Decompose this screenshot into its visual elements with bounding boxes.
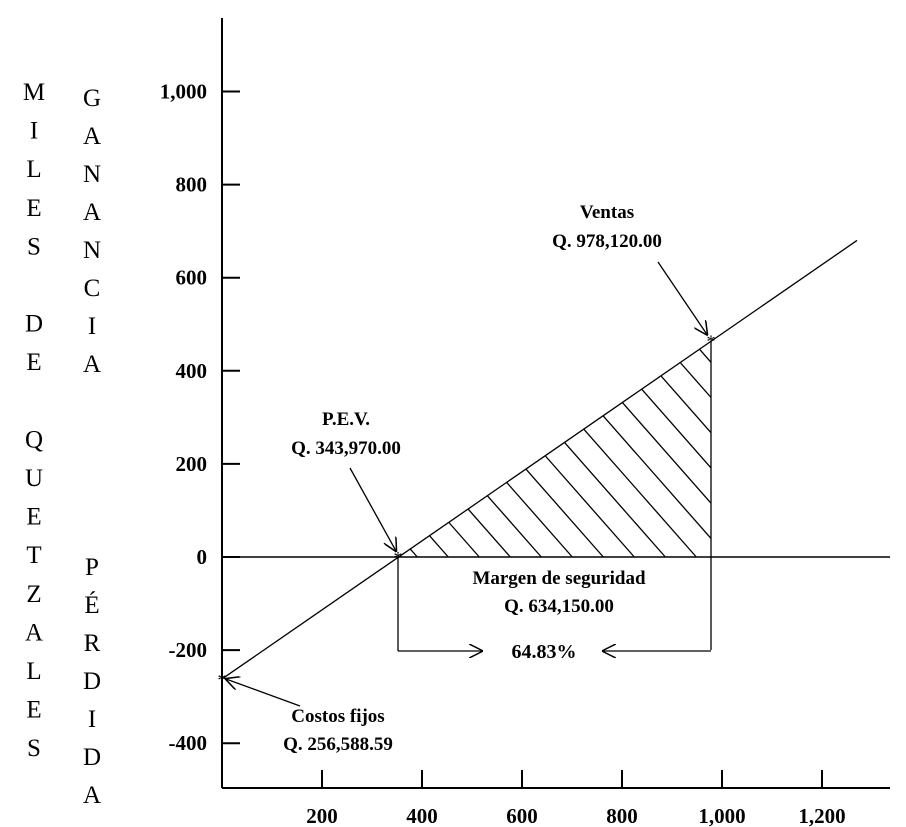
y-label-letter: T bbox=[26, 542, 41, 569]
hatch-line bbox=[428, 534, 449, 558]
break-even-value: Q. 343,970.00 bbox=[291, 438, 401, 459]
hatch-line bbox=[679, 362, 712, 398]
profit-label-letter: G bbox=[83, 85, 101, 112]
fixed-costs-label: Costos fijos bbox=[291, 706, 384, 727]
safety-margin-value: Q. 634,150.00 bbox=[504, 596, 614, 617]
hatch-line bbox=[409, 548, 418, 558]
loss-label-letter: R bbox=[84, 630, 101, 657]
hatch-line bbox=[621, 401, 712, 504]
x-tick-label: 1,000 bbox=[698, 804, 745, 827]
x-tick-label: 400 bbox=[406, 804, 438, 827]
y-label-letter: U bbox=[25, 465, 43, 492]
x-tick-label: 200 bbox=[306, 804, 338, 827]
hatch-line bbox=[506, 481, 573, 558]
loss-label-letter: D bbox=[83, 744, 101, 771]
y-tick-label: 0 bbox=[197, 545, 208, 569]
sales-value: Q. 978,120.00 bbox=[552, 231, 662, 252]
point-marker-sales: * bbox=[707, 332, 716, 352]
y-label-letter: Z bbox=[26, 581, 41, 608]
y-tick-label: 600 bbox=[176, 266, 208, 290]
profit-label-letter: A bbox=[83, 123, 101, 150]
loss-label-letter: É bbox=[84, 591, 99, 619]
hatch-line bbox=[544, 455, 635, 558]
y-label-letter: I bbox=[30, 118, 38, 145]
hatch-line bbox=[448, 521, 480, 558]
safety-margin-label: Margen de seguridad bbox=[472, 568, 646, 589]
hatch-line bbox=[699, 348, 712, 363]
hatch-line bbox=[583, 428, 697, 558]
y-tick-label: 200 bbox=[176, 452, 208, 476]
hatch-line bbox=[563, 441, 666, 558]
y-label-letter: M bbox=[23, 79, 45, 106]
x-tick-label: 1,200 bbox=[798, 804, 845, 827]
y-tick-label: 1,000 bbox=[160, 80, 207, 104]
break-even-label: P.E.V. bbox=[322, 409, 370, 430]
hatch-line bbox=[525, 468, 604, 558]
y-label-letter: L bbox=[26, 156, 41, 183]
profit-label-letter: I bbox=[88, 313, 96, 340]
hatch-line bbox=[660, 375, 712, 434]
y-label-letter: S bbox=[27, 735, 41, 762]
safety-margin-percent: 64.83% bbox=[512, 641, 577, 663]
y-label-letter: E bbox=[26, 697, 41, 724]
sales-label: Ventas bbox=[580, 202, 634, 223]
fixed-costs-value: Q. 256,588.59 bbox=[283, 734, 393, 755]
annotations: Costos fijos Q. 256,588.59 P.E.V. Q. 343,97… bbox=[226, 202, 711, 755]
hatch-line bbox=[641, 388, 712, 469]
point-marker-fixed_costs: * bbox=[218, 670, 227, 690]
profit-label-letter: C bbox=[84, 275, 101, 302]
loss-label-letter: I bbox=[88, 706, 96, 733]
profit-label-letter: A bbox=[83, 199, 101, 226]
hatch-line bbox=[467, 508, 511, 558]
x-tick-label: 600 bbox=[506, 804, 538, 827]
fixed-costs-arrow bbox=[226, 679, 301, 707]
y-label-letter: D bbox=[25, 311, 43, 338]
y-tick-label: 400 bbox=[176, 359, 208, 383]
y-tick-label: -200 bbox=[169, 638, 208, 662]
x-tick-label: 800 bbox=[606, 804, 638, 827]
y-label-letter: E bbox=[26, 195, 41, 222]
y-ticks: -400 -200 0 200 400 600 800 1,000 bbox=[160, 80, 240, 755]
y-tick-label: -400 bbox=[169, 731, 208, 755]
y-label-letter: A bbox=[25, 619, 43, 646]
y-label-letter: Q bbox=[25, 426, 43, 453]
sales-arrow bbox=[657, 261, 707, 335]
hatch-line bbox=[602, 415, 712, 539]
y-tick-label: 800 bbox=[176, 173, 208, 197]
profit-line bbox=[221, 239, 858, 680]
loss-label-letter: P bbox=[85, 554, 99, 581]
y-label-letter: E bbox=[26, 349, 41, 376]
loss-label-letter: D bbox=[83, 668, 101, 695]
profit-label-letter: A bbox=[83, 351, 101, 378]
break-even-arrow bbox=[349, 467, 396, 551]
profit-label-letter: N bbox=[83, 161, 101, 188]
profit-label-letter: N bbox=[83, 237, 101, 264]
y-label-letter: S bbox=[27, 233, 41, 260]
hatch-line bbox=[486, 495, 542, 558]
y-label-letter: L bbox=[26, 658, 41, 685]
y-label-letter: E bbox=[26, 504, 41, 531]
x-ticks: 200 400 600 800 1,000 1,200 bbox=[306, 770, 846, 827]
loss-label-letter: A bbox=[83, 782, 101, 809]
safety-margin-hatch bbox=[409, 348, 712, 558]
